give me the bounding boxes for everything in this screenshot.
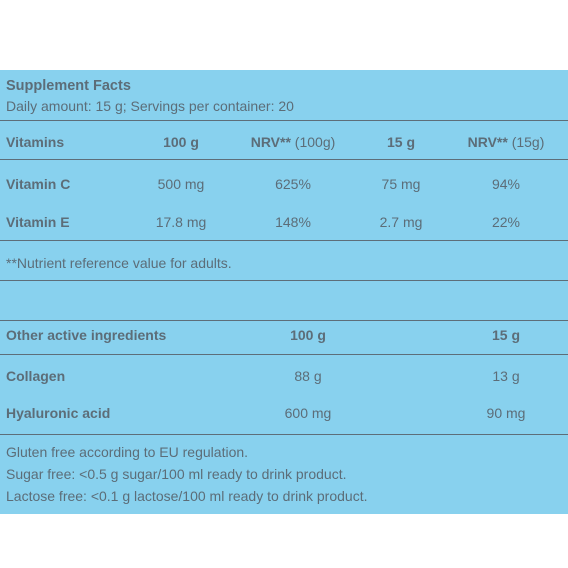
row-15g: 75 mg xyxy=(381,176,421,192)
header-15g: 15 g xyxy=(491,327,520,343)
divider xyxy=(0,159,568,160)
row-nrv-15g: 22% xyxy=(491,214,521,230)
header-other-ingredients: Other active ingredients xyxy=(6,327,167,343)
row-nrv-100g: 148% xyxy=(275,214,311,230)
header-100g: 100 g xyxy=(163,134,199,150)
header-vitamins: Vitamins xyxy=(6,134,65,150)
row-100g: 600 mg xyxy=(284,405,332,421)
row-name: Vitamin C xyxy=(6,176,71,192)
footnote: **Nutrient reference value for adults. xyxy=(6,255,232,271)
header-15g: 15 g xyxy=(386,134,415,150)
row-100g: 17.8 mg xyxy=(155,214,207,230)
panel-title: Supplement Facts xyxy=(6,78,131,94)
row-nrv-100g: 625% xyxy=(275,176,311,192)
row-15g: 2.7 mg xyxy=(379,214,423,230)
row-name: Hyaluronic acid xyxy=(6,405,111,421)
divider xyxy=(0,240,568,241)
row-100g: 88 g xyxy=(294,368,322,384)
divider xyxy=(0,434,568,435)
header-nrv-100g: NRV** (100g) xyxy=(250,134,336,150)
row-name: Collagen xyxy=(6,368,66,384)
supplement-facts-panel: Supplement Facts Daily amount: 15 g; Ser… xyxy=(0,70,568,514)
divider xyxy=(0,280,568,281)
row-name: Vitamin E xyxy=(6,214,70,230)
divider xyxy=(0,354,568,355)
row-15g: 90 mg xyxy=(486,405,526,421)
note-gluten: Gluten free according to EU regulation. xyxy=(6,444,249,460)
note-sugar: Sugar free: <0.5 g sugar/100 ml ready to… xyxy=(6,466,347,482)
note-lactose: Lactose free: <0.1 g lactose/100 ml read… xyxy=(6,488,368,504)
row-15g: 13 g xyxy=(492,368,520,384)
header-nrv-15g: NRV** (15g) xyxy=(467,134,545,150)
header-100g: 100 g xyxy=(290,327,326,343)
divider xyxy=(0,120,568,121)
row-nrv-15g: 94% xyxy=(491,176,521,192)
row-100g: 500 mg xyxy=(157,176,205,192)
divider xyxy=(0,320,568,321)
panel-subtitle: Daily amount: 15 g; Servings per contain… xyxy=(6,98,294,114)
